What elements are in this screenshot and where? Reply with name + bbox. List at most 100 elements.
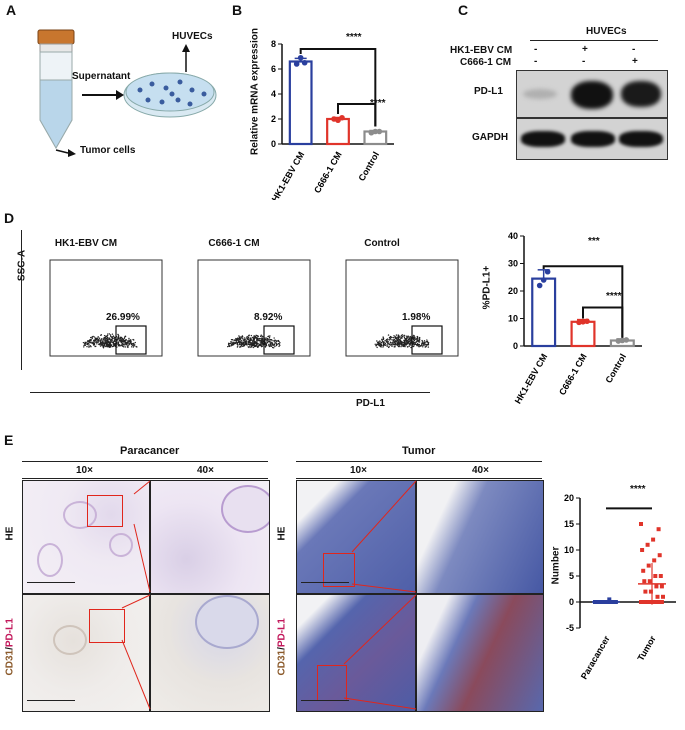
facs-event	[92, 341, 94, 344]
facs-event	[408, 345, 410, 348]
facs-event	[233, 342, 236, 344]
facs-event	[397, 340, 399, 342]
facs-event	[272, 340, 274, 342]
facs-event	[422, 346, 424, 348]
y-tick-label: 0	[513, 341, 518, 351]
facs-event	[253, 336, 255, 338]
facs-event	[414, 338, 416, 340]
facs-event	[273, 337, 275, 339]
facs-event	[103, 344, 106, 347]
ihc-tumor-cd31-40x	[416, 594, 544, 712]
facs-event	[242, 341, 244, 343]
facs-event	[111, 339, 113, 342]
facs-event	[392, 341, 394, 343]
facs-event	[414, 336, 416, 338]
paracancer-header: Paracancer	[120, 445, 180, 457]
facs-event	[269, 335, 271, 337]
facs-event	[90, 341, 92, 344]
facs-event	[264, 338, 267, 341]
tumor-cells-label: Tumor cells	[80, 145, 136, 156]
facs-event	[126, 346, 129, 348]
facs-event	[249, 345, 251, 347]
facs-event	[132, 346, 135, 348]
panel-b-sig-top: ****	[346, 32, 362, 43]
facs-plot: HK1-EBV CM 26.99%	[30, 228, 165, 368]
facs-event	[374, 343, 376, 346]
facs-event	[91, 336, 93, 339]
facs-event	[232, 343, 235, 346]
facs-event	[246, 335, 248, 338]
facs-event	[386, 339, 388, 341]
facs-event	[427, 342, 430, 345]
facs-yaxis-label: SSC-A	[16, 249, 28, 282]
facs-event	[273, 344, 276, 346]
facs-event	[234, 339, 236, 341]
facs-scatter	[345, 259, 459, 357]
facs-event	[427, 346, 430, 348]
tumor-40x: 40×	[472, 465, 489, 476]
facs-event	[102, 346, 104, 348]
facs-xaxis-label: PD-L1	[356, 398, 385, 409]
data-point	[642, 600, 647, 604]
facs-event	[426, 343, 429, 346]
facs-event	[246, 344, 248, 346]
facs-event	[391, 336, 393, 339]
facs-event	[268, 343, 270, 346]
facs-event	[270, 341, 272, 343]
facs-event	[265, 345, 268, 347]
facs-event	[406, 346, 409, 348]
facs-event	[420, 345, 423, 347]
facs-event	[418, 344, 420, 347]
facs-event	[239, 342, 241, 344]
facs-event	[417, 343, 420, 346]
facs-event	[398, 344, 400, 346]
facs-plot: C666-1 CM 8.92%	[178, 228, 313, 368]
facs-event	[266, 339, 268, 341]
facs-event	[423, 340, 426, 342]
panel-c-label: C	[458, 2, 469, 18]
paracancer-40x: 40×	[197, 465, 214, 476]
facs-event	[131, 344, 134, 346]
facs-event	[257, 345, 260, 347]
facs-event	[111, 341, 113, 343]
facs-event	[421, 341, 424, 343]
facs-event	[417, 337, 419, 340]
facs-event	[129, 339, 132, 341]
facs-event	[244, 337, 246, 339]
data-point	[536, 282, 543, 289]
facs-event	[423, 341, 425, 344]
facs-event	[378, 344, 380, 347]
facs-event	[112, 341, 115, 343]
facs-title: Control	[364, 238, 400, 249]
x-tick-label: Paracancer	[579, 634, 612, 681]
panel-d-sig-bottom: ****	[606, 291, 622, 302]
facs-event	[269, 342, 272, 344]
facs-event	[257, 346, 259, 349]
facs-event	[256, 345, 258, 348]
facs-event	[382, 346, 384, 348]
facs-event	[387, 340, 389, 343]
facs-event	[261, 340, 264, 342]
facs-event	[272, 347, 275, 349]
data-point	[653, 600, 658, 604]
facs-event	[402, 341, 404, 344]
facs-event	[108, 337, 110, 340]
facs-event	[245, 340, 247, 343]
panel-c-title: HUVECs	[586, 26, 627, 37]
facs-event	[87, 340, 89, 342]
facs-event	[278, 340, 280, 343]
facs-event	[413, 343, 416, 345]
facs-event	[272, 344, 274, 347]
facs-event	[395, 334, 398, 336]
row-cd31-label-para: CD31/PD-L1	[4, 618, 16, 676]
facs-event	[119, 338, 121, 340]
facs-event	[268, 340, 271, 343]
panel-c-row2-mark2: -	[582, 56, 586, 67]
facs-event	[229, 345, 231, 347]
gate-percentage: 26.99%	[106, 312, 140, 323]
facs-event	[400, 345, 402, 348]
facs-event	[245, 338, 247, 340]
data-point	[584, 318, 590, 325]
panel-e-chart: 20 15 10 5 0 -5 Paracancer Tumor	[564, 493, 676, 681]
facs-event	[100, 338, 103, 341]
